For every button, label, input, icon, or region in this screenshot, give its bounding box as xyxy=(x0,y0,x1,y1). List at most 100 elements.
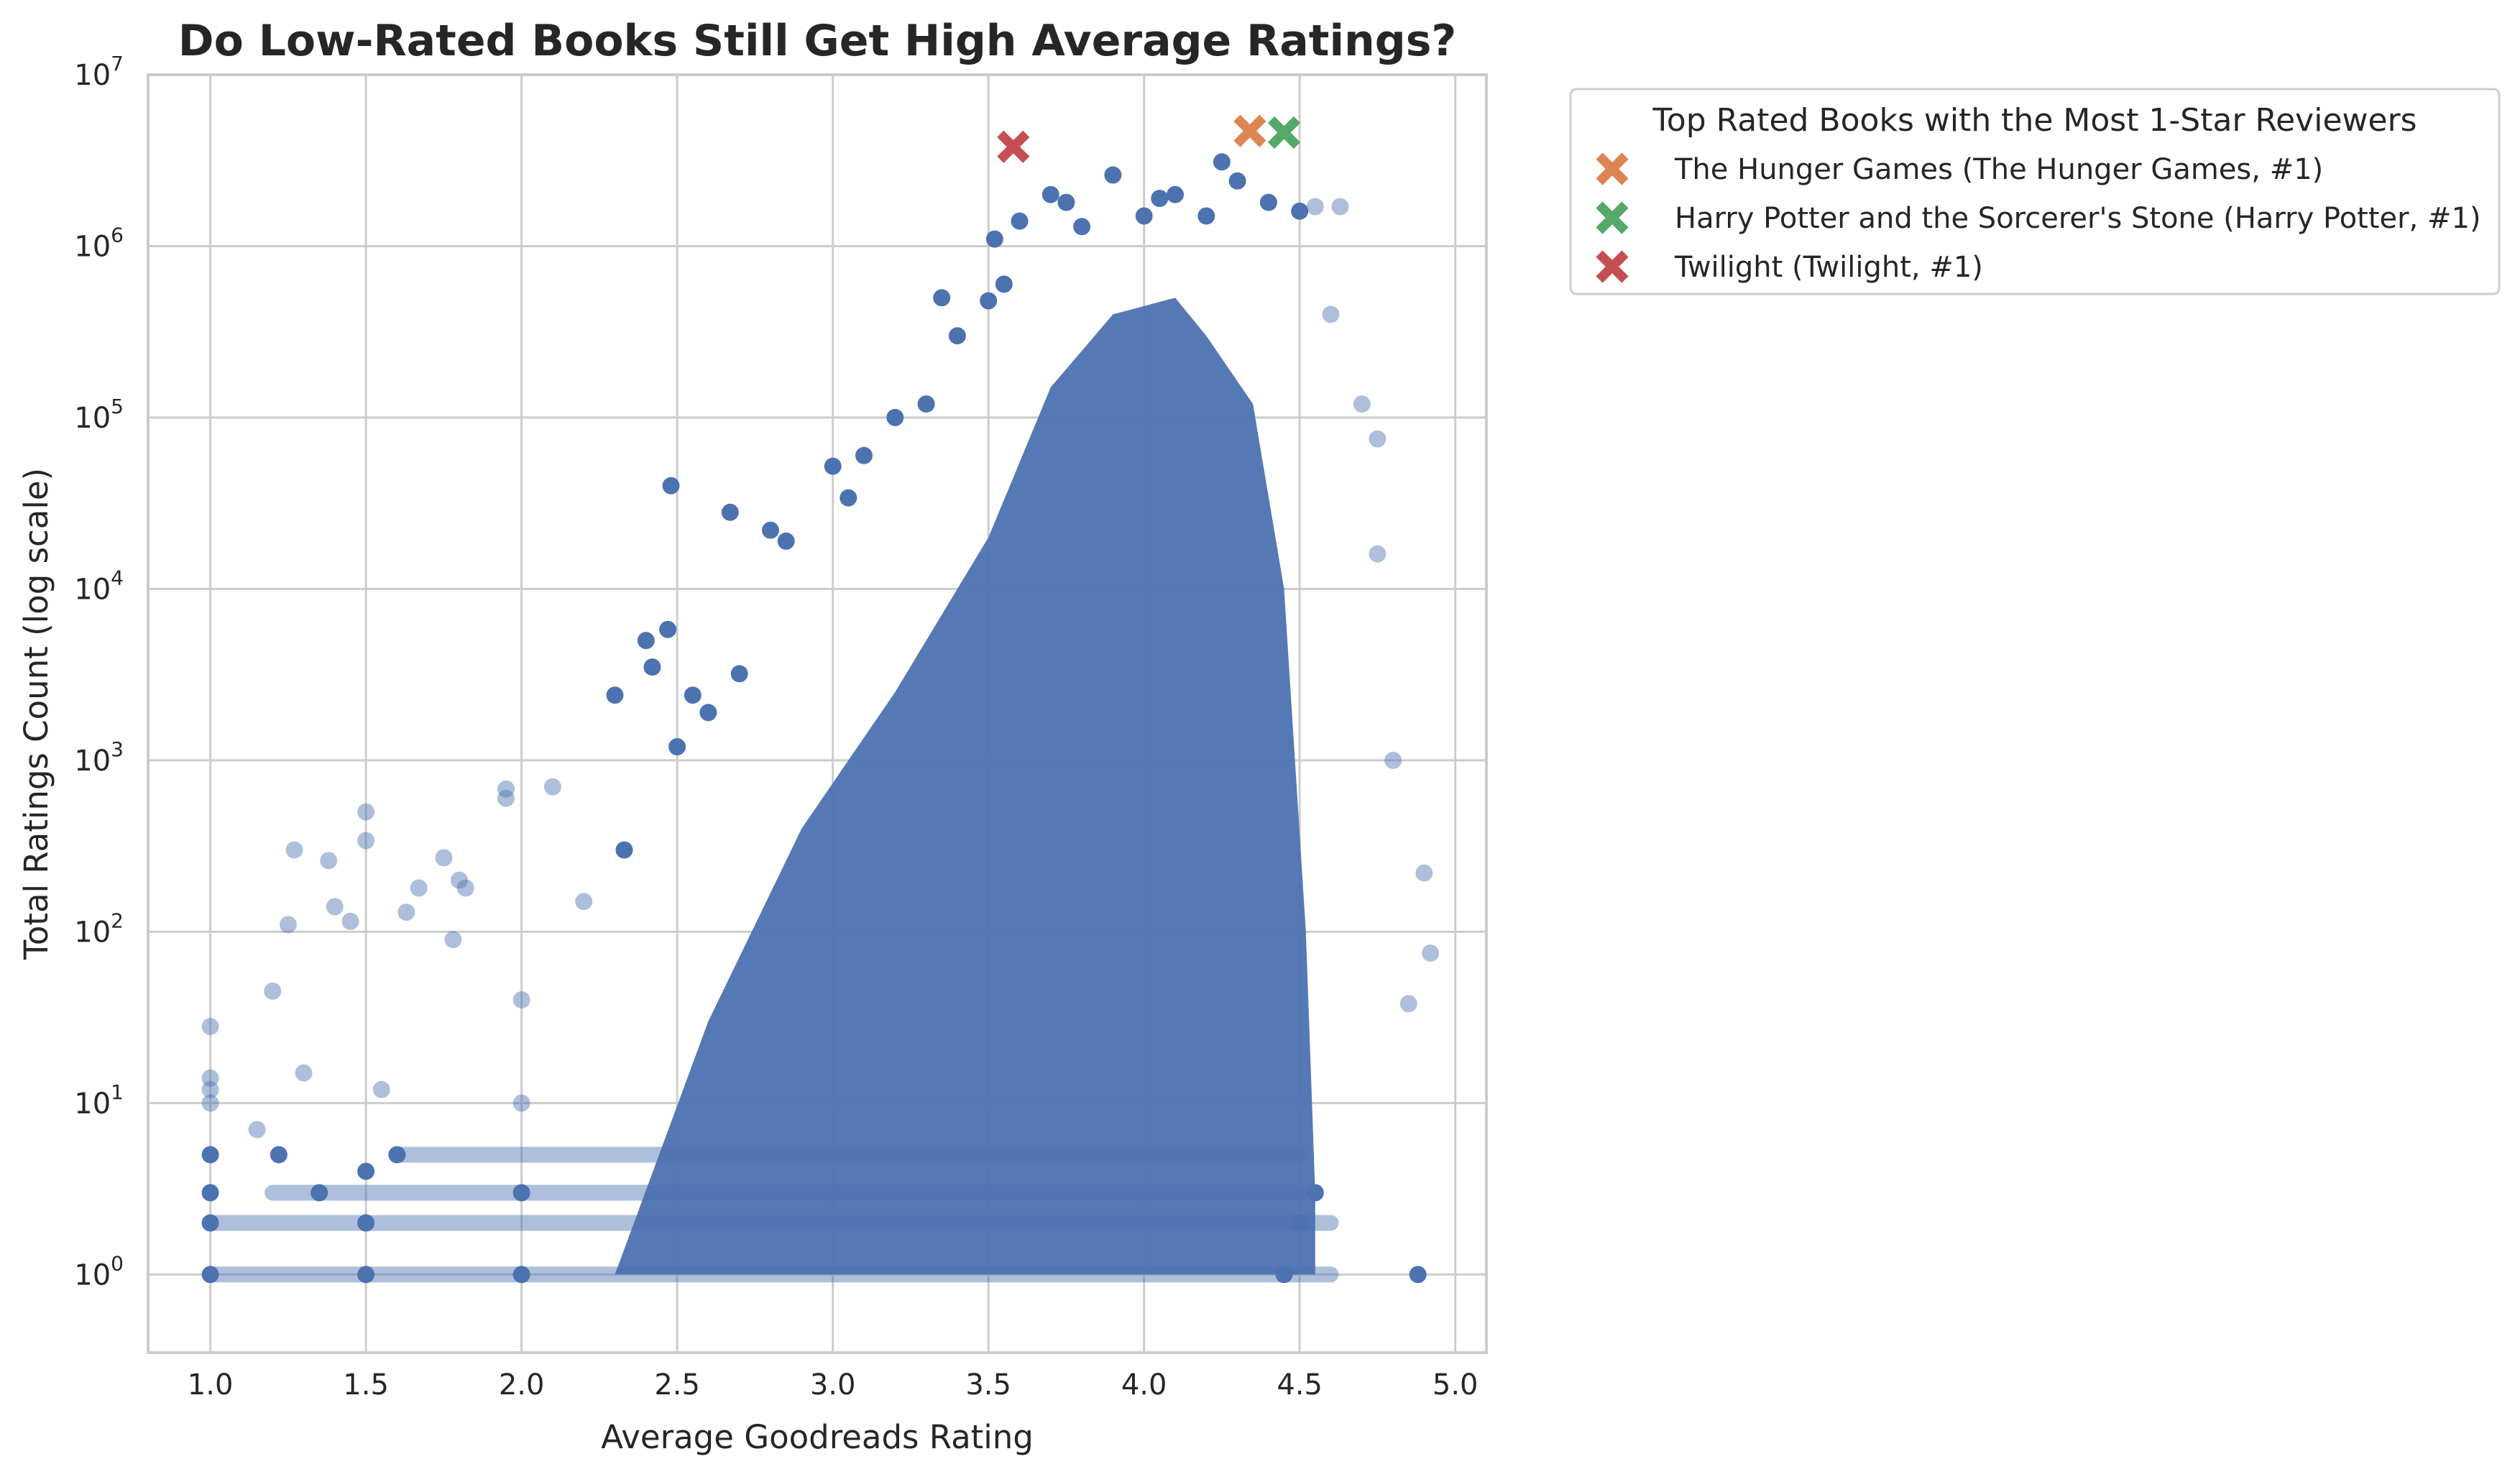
book-point xyxy=(201,1094,219,1112)
x-axis-label: Average Goodreads Rating xyxy=(601,1418,1034,1456)
book-point xyxy=(1415,864,1433,882)
book-point xyxy=(512,1184,530,1202)
book-point xyxy=(668,738,686,755)
book-point xyxy=(995,275,1013,293)
legend-box xyxy=(1569,88,2501,295)
book-point xyxy=(1073,218,1091,236)
y-tick-label: 100 xyxy=(74,1251,124,1292)
book-point xyxy=(1369,545,1387,563)
legend-entries: The Hunger Games (The Hunger Games, #1) H… xyxy=(1596,152,2481,284)
book-point xyxy=(497,789,515,807)
book-point xyxy=(1135,207,1153,225)
legend-entry-label: Twilight (Twilight, #1) xyxy=(1674,251,1983,284)
book-point xyxy=(1399,995,1417,1013)
book-point xyxy=(1384,751,1402,769)
book-point xyxy=(341,912,359,930)
highlight-x-marker xyxy=(1267,116,1301,149)
book-point xyxy=(279,916,297,934)
x-tick-label: 4.0 xyxy=(1121,1368,1167,1402)
book-point xyxy=(435,849,453,867)
legend: Top Rated Books with the Most 1-Star Rev… xyxy=(1569,88,2501,295)
book-point xyxy=(575,893,593,911)
y-tick-labels: 100 101 102 103 104 105 106 107 xyxy=(74,52,124,1292)
x-tick-label: 1.5 xyxy=(343,1368,389,1402)
x-tick-label: 2.5 xyxy=(654,1368,700,1402)
book-point xyxy=(948,327,966,345)
book-point xyxy=(824,457,842,475)
book-point xyxy=(985,230,1003,248)
book-point xyxy=(512,991,530,1009)
book-point xyxy=(1291,1214,1309,1232)
x-tick-label: 4.5 xyxy=(1277,1368,1323,1402)
x-tick-label: 2.0 xyxy=(499,1368,545,1402)
book-point xyxy=(699,704,717,722)
book-point xyxy=(201,1214,219,1232)
book-point xyxy=(933,289,951,307)
book-point xyxy=(762,521,779,539)
book-point xyxy=(201,1069,219,1087)
x-tick-label: 1.0 xyxy=(188,1368,234,1402)
book-point xyxy=(456,879,474,897)
book-point xyxy=(1422,944,1440,962)
y-tick-label: 104 xyxy=(74,566,124,606)
book-point xyxy=(777,532,795,550)
book-point xyxy=(201,1184,219,1202)
book-point xyxy=(512,1266,530,1284)
book-point xyxy=(1228,172,1246,190)
y-tick-label: 103 xyxy=(74,737,124,778)
book-point xyxy=(980,292,998,310)
book-point xyxy=(201,1146,219,1164)
legend-title: Top Rated Books with the Most 1-Star Rev… xyxy=(1652,102,2416,139)
book-point xyxy=(855,446,873,464)
book-point xyxy=(1409,1266,1427,1284)
book-point xyxy=(311,1184,328,1202)
book-point xyxy=(357,832,375,850)
plot-frame xyxy=(147,73,1488,1354)
book-point xyxy=(543,778,561,796)
book-point xyxy=(1353,395,1371,413)
book-point xyxy=(512,1094,530,1112)
chart-title: Do Low-Rated Books Still Get High Averag… xyxy=(178,16,1456,66)
book-point xyxy=(201,1266,219,1284)
book-point xyxy=(295,1064,313,1082)
book-point xyxy=(397,903,415,921)
dense-points-cluster xyxy=(615,298,1315,1275)
book-point xyxy=(285,841,303,859)
book-point xyxy=(410,879,428,897)
book-point xyxy=(659,620,677,638)
y-axis-label: Total Ratings Count (log scale) xyxy=(17,468,55,960)
book-point xyxy=(1306,1184,1324,1202)
book-point xyxy=(320,852,338,870)
book-point xyxy=(1167,185,1184,203)
book-point xyxy=(1057,193,1075,211)
highlight-markers xyxy=(997,114,1301,163)
y-tick-label: 107 xyxy=(74,52,124,92)
book-point xyxy=(1197,207,1215,225)
book-point xyxy=(201,1018,219,1036)
book-point xyxy=(357,803,375,821)
book-point xyxy=(730,665,748,683)
book-point xyxy=(1011,212,1029,230)
book-point xyxy=(1275,1266,1293,1284)
legend-x-marker xyxy=(1596,201,1629,234)
book-point xyxy=(721,503,739,521)
book-point xyxy=(1213,153,1231,171)
data-points xyxy=(201,153,1440,1284)
highlight-x-marker xyxy=(1233,114,1266,147)
book-point xyxy=(886,408,904,426)
book-point xyxy=(643,658,661,676)
y-tick-label: 102 xyxy=(74,908,124,949)
legend-entry-label: The Hunger Games (The Hunger Games, #1) xyxy=(1674,153,2323,186)
book-point xyxy=(357,1266,375,1284)
x-tick-label: 3.5 xyxy=(965,1368,1011,1402)
book-point xyxy=(326,898,344,916)
book-point xyxy=(357,1214,375,1232)
book-point xyxy=(1306,198,1324,216)
book-point xyxy=(372,1080,390,1098)
book-point xyxy=(637,632,655,650)
book-point xyxy=(684,686,702,704)
book-point xyxy=(1322,305,1340,323)
book-point xyxy=(1291,202,1309,220)
book-point xyxy=(662,477,680,494)
